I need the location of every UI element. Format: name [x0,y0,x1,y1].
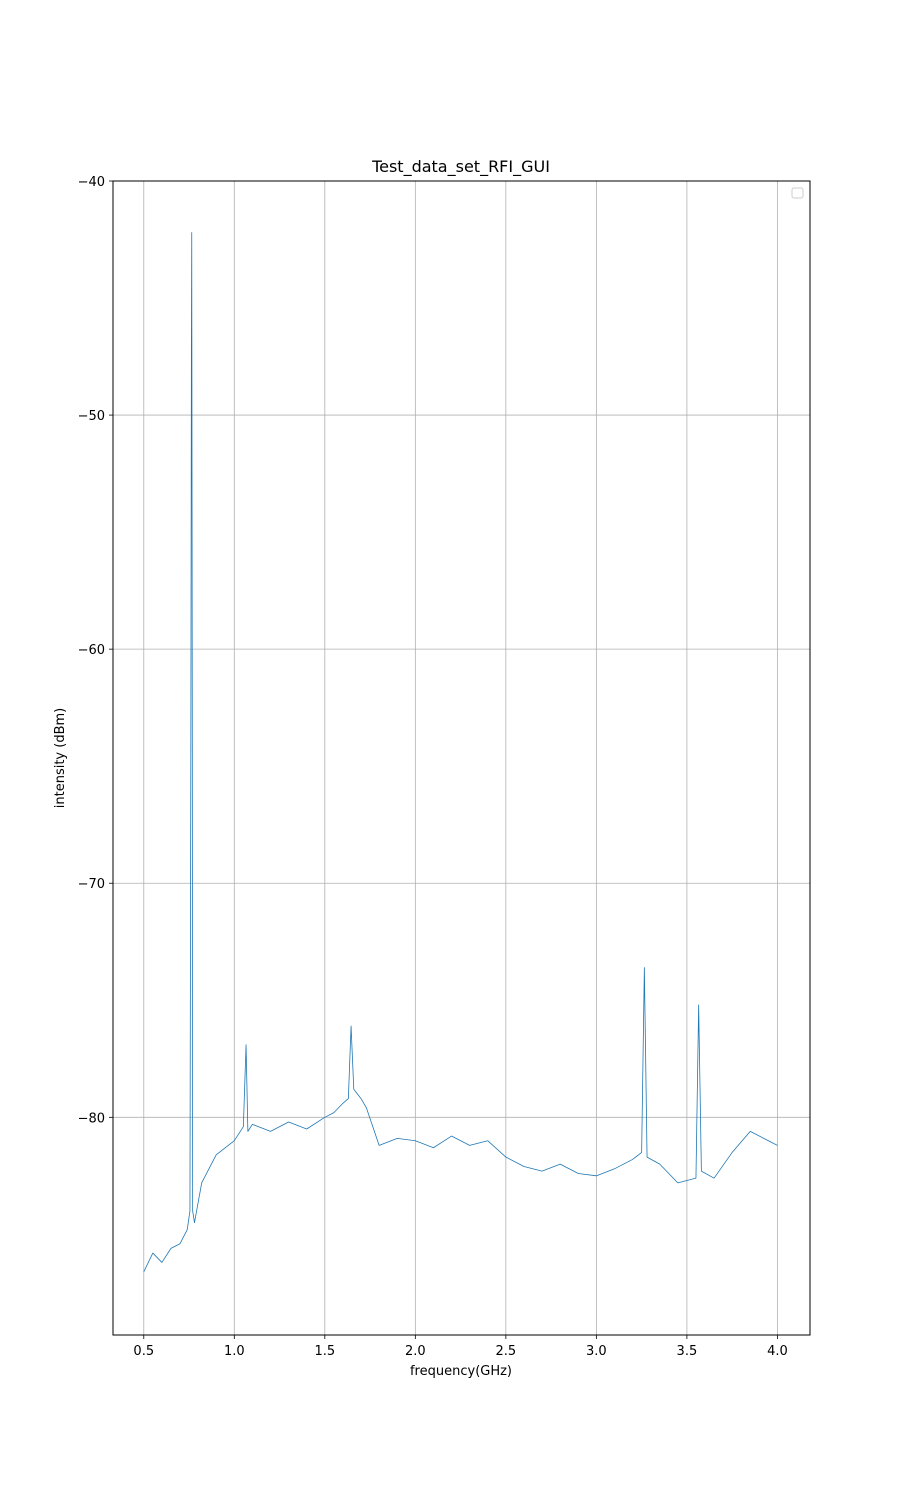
legend-box [791,187,804,199]
x-tick-label: 2.0 [405,1344,426,1359]
y-tick-label: −70 [78,877,105,892]
y-axis-label: intensity (dBm) [53,708,68,808]
x-tick-label: 4.0 [767,1344,788,1359]
series-line [143,232,778,1272]
y-tick-label: −60 [78,643,105,658]
plot-frame [112,180,811,1336]
y-tick-label: −80 [78,1111,105,1126]
plot-area [113,181,810,1335]
x-tick-label: 0.5 [133,1344,154,1359]
x-axis-label: frequency(GHz) [410,1364,512,1379]
x-tick-label: 2.5 [496,1344,517,1359]
series-layer [143,232,778,1272]
y-axis: −40 −50 −60 −70 −80 [78,175,113,1126]
x-tick-label: 3.5 [677,1344,698,1359]
y-tick-label: −40 [78,175,105,190]
x-tick-label: 1.0 [224,1344,245,1359]
x-axis: 0.5 1.0 1.5 2.0 2.5 3.0 3.5 4.0 [133,1335,788,1359]
x-tick-label: 1.5 [314,1344,335,1359]
x-tick-label: 3.0 [586,1344,607,1359]
y-tick-label: −50 [78,409,105,424]
chart-title: Test_data_set_RFI_GUI [371,157,550,177]
